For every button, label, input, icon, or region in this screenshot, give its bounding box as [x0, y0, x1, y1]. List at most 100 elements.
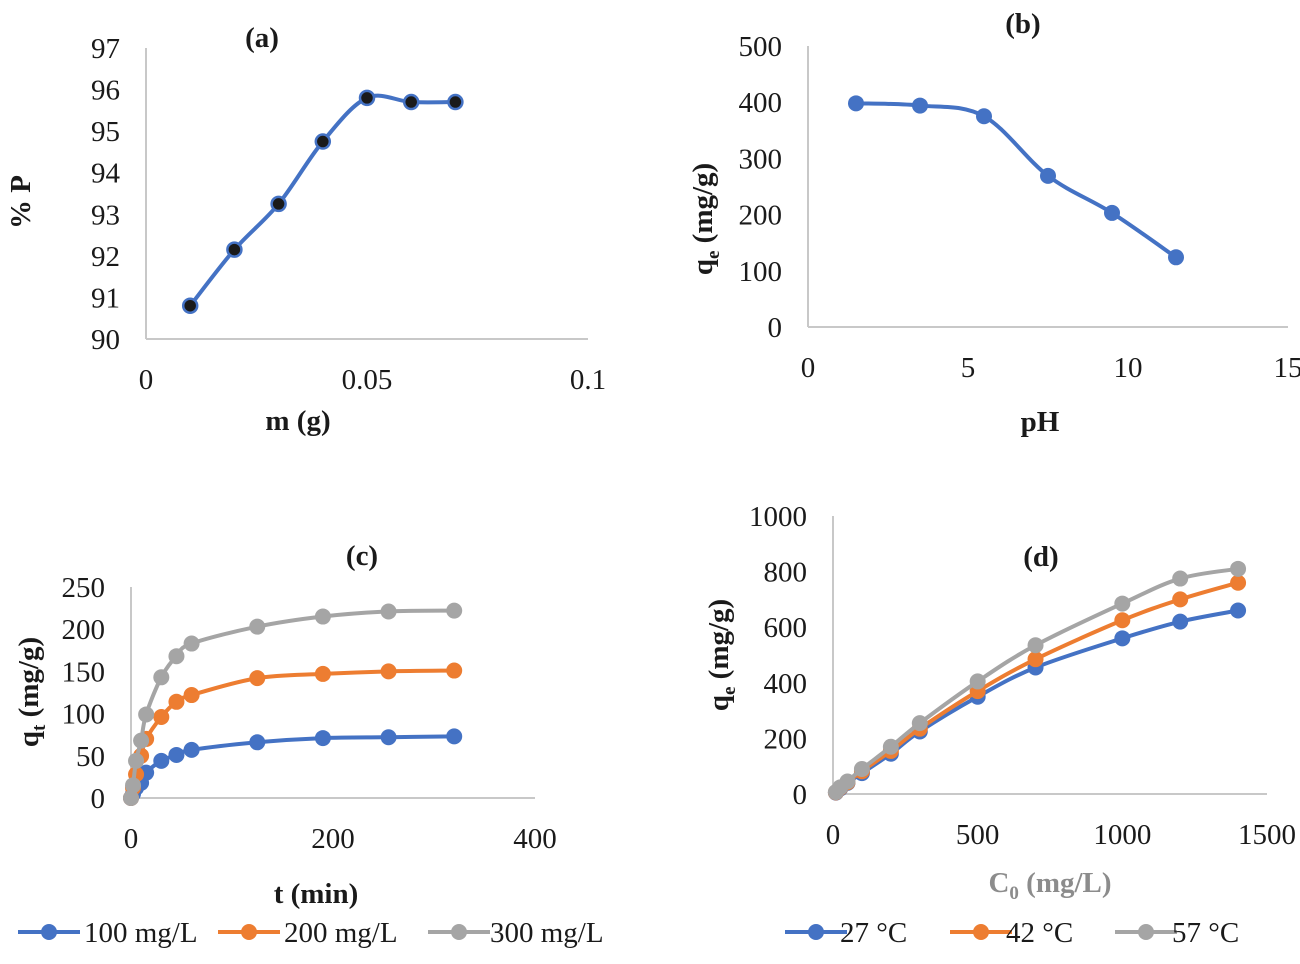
- panel-a-data-point: [226, 241, 243, 258]
- panel-d-ylabel-rest: (mg/g): [703, 599, 735, 687]
- panel-d-data-point: [1114, 595, 1131, 612]
- panel-a-ytick-label: 93: [91, 199, 120, 231]
- panel-b-ytick-label: 200: [739, 200, 783, 232]
- panel-d-ytick-label: 800: [764, 557, 808, 589]
- panel-c-ytick-label: 250: [62, 572, 106, 604]
- panel-a-xtick-label: 0.1: [570, 364, 606, 396]
- panel-a-axes: [145, 48, 588, 340]
- panel-a-data-point: [402, 93, 420, 111]
- panel-c-data-point: [249, 734, 266, 751]
- panel-c-ticks: 0 50 100 150 200 250 0 200 400: [62, 572, 557, 855]
- legend-item: 100 mg/L: [18, 917, 198, 949]
- panel-d-ylabel-sub: e: [719, 687, 740, 695]
- panel-b-xtick-label: 15: [1274, 352, 1300, 384]
- panel-c-data-point: [249, 670, 266, 687]
- panel-a-ytick-label: 95: [91, 116, 120, 148]
- panel-c-xtick-label: 0: [124, 823, 139, 855]
- panel-c-data-point: [133, 732, 150, 749]
- panel-d-data-point: [1114, 612, 1131, 629]
- panel-c-data-point: [183, 741, 200, 758]
- panel-c-ytick-label: 150: [62, 656, 106, 688]
- panel-a-xlabel: m (g): [265, 405, 330, 437]
- panel-b-data-point: [912, 97, 928, 114]
- panel-c-data-point: [153, 669, 170, 686]
- panel-c-data-point: [153, 752, 170, 769]
- panel-c-data-point: [314, 730, 331, 747]
- legend-label: 27 °C: [840, 917, 907, 949]
- panel-d-marks: [827, 560, 1247, 801]
- panel-c-data-point: [128, 752, 145, 769]
- panel-b-series-line-0: [854, 101, 1178, 260]
- panel-b-marks: [848, 95, 1184, 266]
- panel-c-data-point: [123, 790, 139, 806]
- panel-c-data-point: [125, 777, 142, 794]
- panel-b-data-point: [1104, 204, 1120, 221]
- panel-d-data-point: [1027, 651, 1044, 668]
- panel-d-ticks: 0 200 400 600 800 1000 0 500 1000 1500: [749, 501, 1296, 851]
- panel-a-data-point: [270, 195, 287, 213]
- panel-c-ytick-label: 200: [62, 614, 106, 646]
- panel-b-xlabel: pH: [1021, 406, 1060, 438]
- panel-c-data-point: [314, 608, 331, 625]
- panel-c-title: (c): [346, 540, 378, 572]
- panel-a-data-point: [314, 133, 332, 150]
- panel-d-legend: 27 °C 42 °C 57 °C: [785, 917, 1239, 949]
- panel-b-xtick-label: 5: [961, 352, 976, 384]
- panel-c-ylabel: qt (mg/g): [13, 637, 50, 747]
- panel-c-xtick-label: 200: [311, 823, 355, 855]
- panel-d-data-point: [1172, 591, 1189, 608]
- panel-b-xtick-label: 10: [1114, 352, 1143, 384]
- panel-b-ytick-label: 400: [739, 87, 783, 119]
- legend-label: 42 °C: [1006, 917, 1073, 949]
- panel-d-xlabel-rest: (mg/L): [1019, 867, 1112, 899]
- panel-c-marks: [123, 602, 463, 806]
- panel-d-data-point: [1230, 574, 1247, 591]
- panel-d-data-point: [1114, 630, 1131, 647]
- panel-b-ylabel: qe (mg/g): [687, 163, 724, 275]
- panel-d-xtick-label: 0: [826, 819, 841, 851]
- panel-c-data-point: [168, 693, 185, 710]
- panel-c-series-line-1: [129, 668, 457, 800]
- panel-d-data-point: [853, 760, 870, 777]
- panel-c-data-point: [380, 663, 397, 680]
- panel-a-data-point: [181, 297, 199, 314]
- panel-d-ytick-label: 200: [764, 723, 808, 755]
- panel-c-data-point: [168, 746, 185, 763]
- panel-b: (b) pH qe (mg/g) 0 100 200 300 400 500 0 5 10 15: [687, 8, 1300, 438]
- panel-a: (a) m (g) % P 90 91 92 93 94 95 96 97 0 0.05 0.1: [5, 22, 606, 437]
- panel-d: (d) C0 (mg/L) qe (mg/g) 0200400600800100…: [703, 501, 1296, 949]
- panel-c-ylabel-sub: t: [29, 724, 50, 731]
- panel-a-title: (a): [245, 22, 279, 54]
- panel-c-data-point: [314, 665, 331, 682]
- panel-d-xtick-label: 1500: [1238, 819, 1296, 851]
- legend-item: 57 °C: [1115, 917, 1239, 949]
- panel-c-data-point: [153, 708, 170, 725]
- panel-d-ylabel-main: q: [703, 695, 735, 711]
- panel-b-title: (b): [1005, 8, 1040, 40]
- legend-item: 27 °C: [785, 917, 907, 949]
- legend-marker-icon: [1138, 924, 1154, 940]
- panel-a-ytick-label: 96: [91, 75, 120, 107]
- panel-d-xlabel-main: C: [988, 867, 1009, 899]
- panel-c-ylabel-main: q: [13, 731, 45, 747]
- panel-b-xtick-label: 0: [801, 352, 816, 384]
- panel-c-data-point: [380, 729, 397, 746]
- panel-a-data-point: [358, 89, 376, 107]
- panel-d-axes: [832, 516, 1267, 795]
- legend-marker-icon: [973, 924, 989, 940]
- legend-item: 42 °C: [950, 917, 1073, 949]
- panel-d-xlabel-sub: 0: [1009, 883, 1019, 904]
- panel-c-ytick-label: 100: [62, 699, 106, 731]
- panel-b-data-point: [1040, 167, 1056, 184]
- panel-d-data-point: [882, 738, 899, 755]
- panel-c-data-point: [446, 728, 463, 745]
- panel-d-data-point: [969, 673, 986, 690]
- panel-b-data-point: [848, 95, 864, 112]
- legend-label: 57 °C: [1172, 917, 1239, 949]
- panel-d-xtick-label: 500: [956, 819, 1000, 851]
- panel-c-data-point: [168, 648, 185, 665]
- panel-d-ylabel: qe (mg/g): [703, 599, 740, 711]
- panel-c-data-point: [249, 618, 266, 635]
- panel-d-data-point: [911, 715, 928, 732]
- panel-c-data-point: [183, 687, 200, 704]
